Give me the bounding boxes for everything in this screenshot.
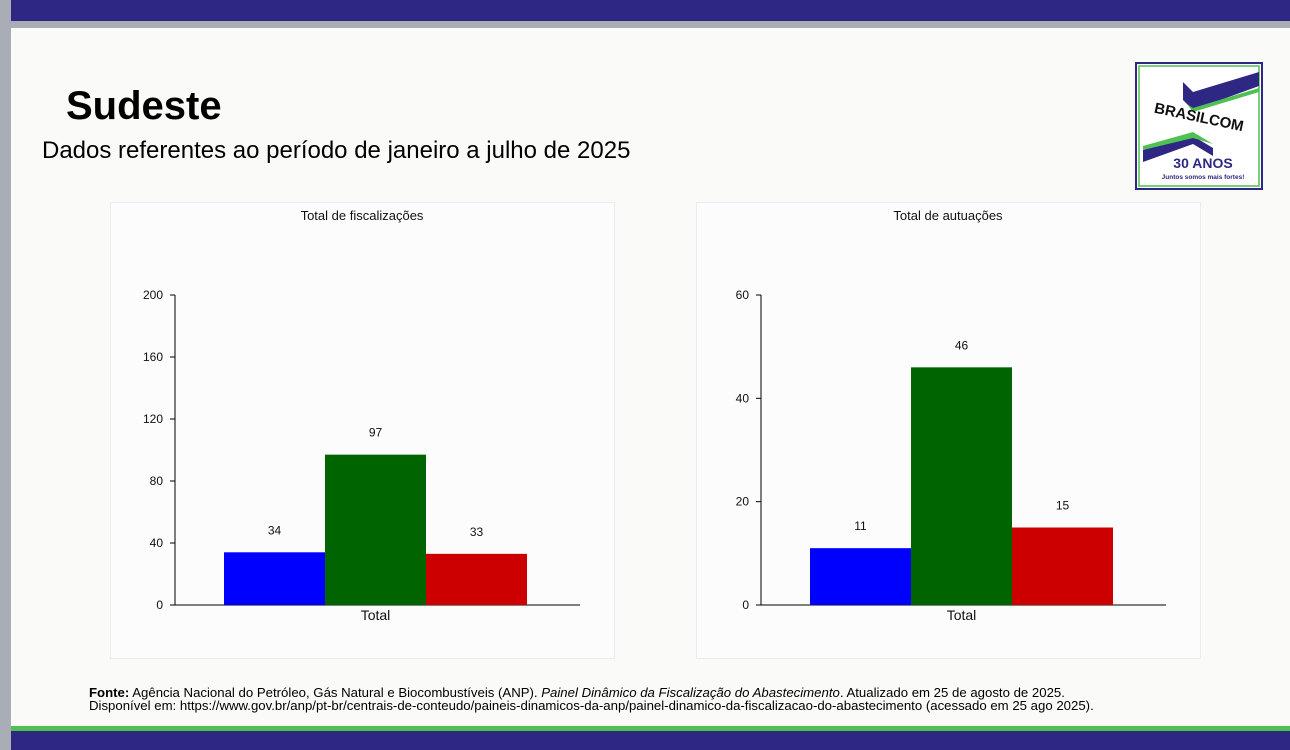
brasilcom-logo: BRASILCOM 30 ANOS Juntos somos mais fort…: [1135, 62, 1263, 190]
y-tick-label: 200: [143, 288, 163, 302]
bar-s2: [325, 454, 426, 605]
data-label: 11: [854, 519, 867, 533]
footer-updated: . Atualizado em 25 de agosto de 2025.: [839, 685, 1065, 700]
logo-years: 30 ANOS: [1173, 155, 1232, 171]
left-edge: [0, 0, 11, 750]
x-tick-label: Total: [947, 607, 977, 623]
data-label: 34: [268, 523, 282, 537]
y-tick-label: 20: [736, 495, 750, 509]
bar-s1: [810, 548, 911, 605]
y-tick-label: 160: [143, 350, 163, 364]
y-tick-label: 40: [736, 391, 750, 405]
top-divider: [11, 21, 1290, 28]
chart-title: Total de autuações: [893, 208, 1003, 223]
bar-s1: [224, 552, 325, 605]
y-tick-label: 120: [143, 412, 163, 426]
data-label: 46: [955, 338, 969, 352]
page-subtitle: Dados referentes ao período de janeiro a…: [42, 137, 631, 164]
footer-source: Agência Nacional do Petróleo, Gás Natura…: [129, 685, 542, 700]
y-tick-label: 60: [736, 288, 750, 302]
y-tick-label: 0: [156, 598, 163, 612]
data-label: 33: [470, 525, 484, 539]
logo-slogan: Juntos somos mais fortes!: [1162, 174, 1245, 181]
chart-fiscalizacoes: Total de fiscalizações 0 40 80 120 160 200 34 97…: [110, 202, 615, 659]
chart-title: Total de fiscalizações: [301, 208, 424, 223]
x-tick-label: Total: [361, 607, 391, 623]
data-label: 15: [1056, 499, 1070, 513]
page-title: Sudeste: [66, 84, 222, 128]
data-label: 97: [369, 426, 383, 440]
y-tick-label: 40: [150, 536, 164, 550]
y-tick-label: 80: [150, 474, 164, 488]
footer-label: Fonte:: [89, 685, 130, 700]
bar-s2: [911, 367, 1012, 605]
bar-s3: [426, 553, 527, 605]
green-stripe: [11, 726, 1290, 731]
chart-autuacoes: Total de autuações 0 20 40 60 11 46 15 Total: [696, 202, 1201, 659]
bar-s3: [1012, 527, 1113, 605]
y-tick-label: 0: [742, 598, 749, 612]
footer-publication: Painel Dinâmico da Fiscalização do Abast…: [541, 685, 840, 700]
source-footer: Fonte: Agência Nacional do Petróleo, Gás…: [89, 686, 1094, 712]
top-bar: [11, 0, 1290, 21]
footer-url: Disponível em: https://www.gov.br/anp/pt…: [89, 698, 1094, 713]
bottom-bar: [11, 731, 1290, 750]
